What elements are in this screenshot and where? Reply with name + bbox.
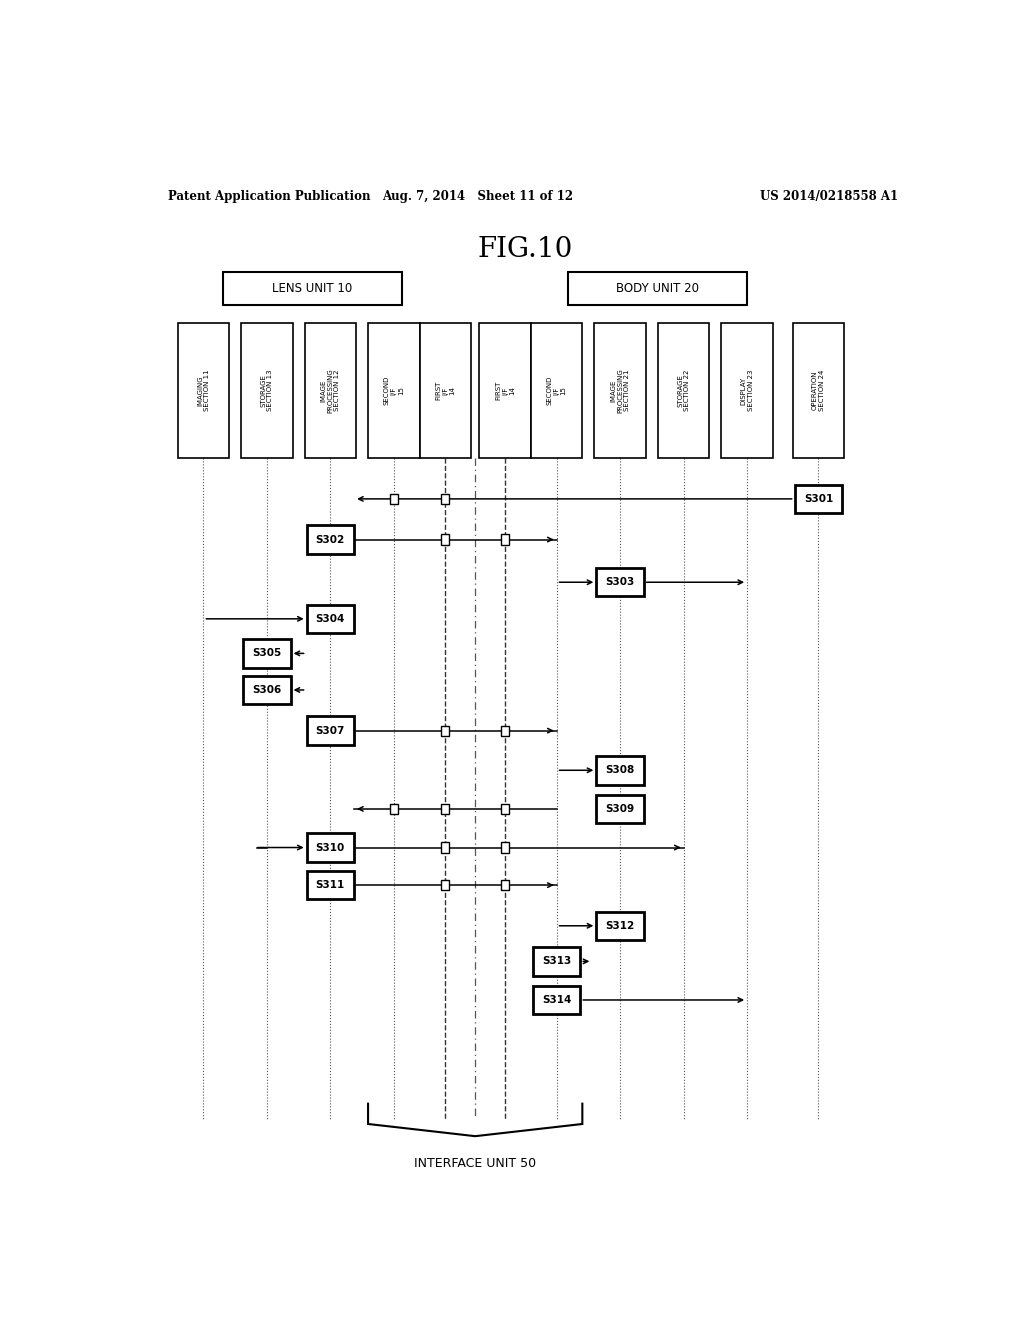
Text: IMAGE
PROCESSING
SECTION 12: IMAGE PROCESSING SECTION 12: [321, 368, 340, 413]
Text: S306: S306: [252, 685, 282, 694]
Text: S302: S302: [315, 535, 345, 545]
Text: IMAGING
SECTION 11: IMAGING SECTION 11: [197, 370, 210, 412]
Text: S311: S311: [315, 880, 345, 890]
Text: S314: S314: [542, 995, 571, 1005]
Text: FIRST
I/F
14: FIRST I/F 14: [435, 381, 456, 400]
Text: STORAGE
SECTION 22: STORAGE SECTION 22: [677, 370, 690, 412]
Bar: [793, 323, 844, 458]
Text: OPERATION
SECTION 24: OPERATION SECTION 24: [812, 370, 825, 412]
Bar: [306, 525, 354, 554]
Bar: [596, 568, 644, 597]
Bar: [479, 323, 530, 458]
Text: US 2014/0218558 A1: US 2014/0218558 A1: [760, 190, 898, 202]
Text: S301: S301: [804, 494, 834, 504]
Bar: [594, 323, 646, 458]
Text: INTERFACE UNIT 50: INTERFACE UNIT 50: [414, 1156, 537, 1170]
Text: DISPLAY
SECTION 23: DISPLAY SECTION 23: [740, 370, 754, 412]
Bar: [420, 323, 471, 458]
Bar: [596, 756, 644, 784]
Text: S313: S313: [542, 957, 571, 966]
Bar: [721, 323, 773, 458]
Bar: [441, 726, 450, 735]
Bar: [223, 272, 401, 305]
Bar: [501, 842, 509, 853]
Bar: [306, 833, 354, 862]
Text: BODY UNIT 20: BODY UNIT 20: [616, 282, 699, 294]
Bar: [596, 912, 644, 940]
Bar: [501, 726, 509, 735]
Bar: [243, 639, 291, 668]
Bar: [501, 880, 509, 890]
Text: LENS UNIT 10: LENS UNIT 10: [272, 282, 352, 294]
Text: SECOND
I/F
15: SECOND I/F 15: [384, 376, 403, 405]
Bar: [390, 494, 398, 504]
Bar: [501, 535, 509, 545]
Bar: [530, 323, 583, 458]
Text: SECOND
I/F
15: SECOND I/F 15: [547, 376, 566, 405]
Bar: [177, 323, 229, 458]
Text: S309: S309: [605, 804, 635, 814]
Bar: [368, 323, 420, 458]
Text: IMAGE
PROCESSING
SECTION 21: IMAGE PROCESSING SECTION 21: [610, 368, 630, 413]
Bar: [306, 605, 354, 634]
Text: S310: S310: [315, 842, 345, 853]
Bar: [568, 272, 748, 305]
Text: Aug. 7, 2014   Sheet 11 of 12: Aug. 7, 2014 Sheet 11 of 12: [382, 190, 572, 202]
Text: S304: S304: [315, 614, 345, 624]
Text: FIG.10: FIG.10: [477, 236, 572, 264]
Bar: [306, 717, 354, 744]
Text: S307: S307: [315, 726, 345, 735]
Bar: [441, 494, 450, 504]
Bar: [441, 842, 450, 853]
Bar: [532, 948, 581, 975]
Text: S312: S312: [605, 921, 635, 931]
Text: Patent Application Publication: Patent Application Publication: [168, 190, 371, 202]
Bar: [441, 804, 450, 814]
Text: S303: S303: [605, 577, 635, 587]
Text: S308: S308: [605, 766, 635, 775]
Bar: [657, 323, 710, 458]
Bar: [532, 986, 581, 1014]
Bar: [243, 676, 291, 704]
Text: FIRST
I/F
14: FIRST I/F 14: [495, 381, 515, 400]
Bar: [304, 323, 356, 458]
Bar: [306, 871, 354, 899]
Text: S305: S305: [252, 648, 282, 659]
Bar: [441, 880, 450, 890]
Bar: [441, 535, 450, 545]
Bar: [501, 804, 509, 814]
Bar: [390, 804, 398, 814]
Bar: [241, 323, 293, 458]
Text: STORAGE
SECTION 13: STORAGE SECTION 13: [260, 370, 273, 412]
Bar: [795, 484, 842, 513]
Bar: [596, 795, 644, 824]
